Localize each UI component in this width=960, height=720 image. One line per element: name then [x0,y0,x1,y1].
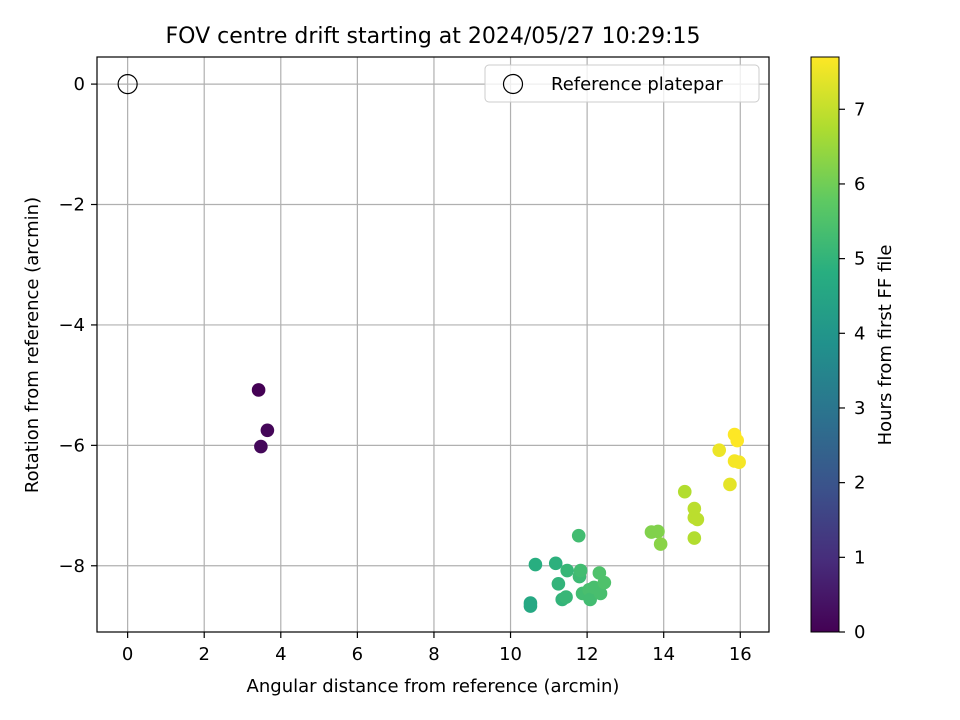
y-tick-label: −4 [58,315,85,336]
scatter-point [560,563,575,578]
colorbar-gradient [811,57,839,632]
x-tick-label: 2 [198,644,209,665]
y-tick-label: 0 [74,74,85,95]
x-tick-label: 0 [122,644,133,665]
data-points [117,73,746,613]
reference-point [117,73,138,95]
scatter-point [593,586,608,601]
chart-title: FOV centre drift starting at 2024/05/27 … [166,24,701,49]
y-tick-label: −6 [58,435,85,456]
grid-lines [97,57,769,632]
colorbar-tick-label: 2 [854,473,865,494]
x-tick-label: 6 [352,644,363,665]
y-tick-label: −2 [58,195,85,216]
y-tick-label: −8 [58,556,85,577]
y-axis-ticks: 0 −2 −4 −6 −8 [58,74,97,577]
x-tick-label: 14 [652,644,675,665]
colorbar-tick-label: 6 [854,174,865,195]
scatter-point [528,557,543,572]
scatter-point [712,443,727,457]
plot-frame [96,56,770,633]
x-tick-label: 10 [499,644,522,665]
legend: Reference platepar [484,64,760,103]
colorbar-tick-label: 7 [854,99,865,120]
y-axis-label: Rotation from reference (arcmin) [22,197,43,493]
legend-box [484,64,760,103]
scatter-point [260,423,275,438]
colorbar-ticks: 0 1 2 3 4 5 6 7 [839,99,865,643]
x-tick-label: 16 [729,644,752,665]
scatter-point [723,477,737,492]
scatter-point [690,512,705,527]
x-tick-label: 12 [576,644,599,665]
scatter-point [677,484,692,499]
colorbar-frame [810,56,840,633]
legend-entry-reference: Reference platepar [551,74,723,95]
scatter-point [687,531,702,545]
scatter-point [653,537,668,551]
legend-marker-reference [502,73,524,95]
x-axis-label: Angular distance from reference (arcmin) [247,676,620,697]
scatter-point [597,575,612,590]
x-tick-label: 4 [275,644,286,665]
scatter-point [251,383,266,397]
scatter-point [732,455,746,470]
colorbar-tick-label: 1 [854,547,865,568]
colorbar-tick-label: 0 [854,622,865,643]
scatter-point [583,592,597,607]
scatter-point [573,563,588,578]
x-tick-label: 8 [428,644,439,665]
colorbar-label: Hours from first FF file [875,245,896,446]
scatter-point [548,556,563,571]
scatter-point [559,590,573,604]
scatter-point [551,577,566,591]
colorbar-tick-label: 4 [854,323,865,344]
scatter-point [523,599,538,613]
scatter-point [651,524,665,539]
colorbar-tick-label: 5 [854,249,865,270]
scatter-point [254,439,268,454]
scatter-point [730,433,745,448]
colorbar-tick-label: 3 [854,398,865,419]
x-axis-ticks: 0 2 4 6 8 10 12 14 16 [122,632,752,665]
colorbar: 0 1 2 3 4 5 6 7 Hours from first FF file [810,56,896,643]
scatter-point [571,528,586,543]
